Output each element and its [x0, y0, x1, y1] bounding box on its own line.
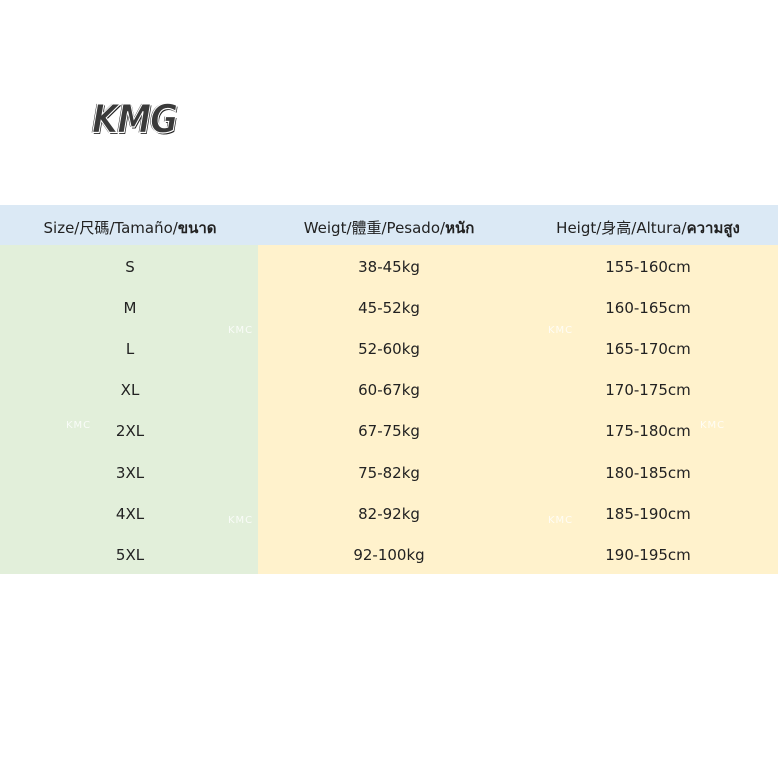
table-cell: 4XL: [115, 504, 145, 523]
header-label-thai: ความสูง: [686, 219, 740, 237]
table-cell: L: [125, 340, 135, 359]
header-label-thai: ขนาด: [177, 219, 217, 237]
table-cell: 190-195cm: [605, 545, 691, 564]
watermark: KMC: [228, 515, 254, 526]
measure-columns-bg: [258, 245, 778, 574]
table-cell: 67-75kg: [358, 422, 420, 441]
header-label: Size/尺碼/Tamaño/: [43, 219, 178, 237]
table-cell: 60-67kg: [358, 381, 420, 400]
table-cell: 175-180cm: [605, 422, 691, 441]
table-cell: 75-82kg: [358, 463, 420, 482]
table-cell: 2XL: [115, 422, 145, 441]
watermark: KMC: [228, 325, 254, 336]
header-cell: Weigt/體重/Pesado/หนัก: [304, 216, 475, 240]
table-cell: 3XL: [115, 463, 145, 482]
table-cell: S: [125, 258, 135, 276]
header-band: [0, 205, 778, 245]
table-cell: 52-60kg: [358, 340, 420, 359]
table-cell: 185-190cm: [605, 504, 691, 523]
table-cell: 180-185cm: [605, 463, 691, 482]
logo: KMG: [91, 96, 178, 143]
table-cell: 160-165cm: [605, 299, 691, 318]
table-cell: XL: [120, 381, 140, 400]
watermark: KMC: [66, 420, 92, 431]
table-cell: 92-100kg: [353, 545, 425, 564]
header-label: Heigt/身高/Altura/: [556, 219, 687, 237]
header-cell: Size/尺碼/Tamaño/ขนาด: [44, 216, 217, 240]
table-cell: 45-52kg: [358, 299, 420, 318]
table-cell: 38-45kg: [358, 258, 420, 276]
table-cell: 5XL: [115, 545, 145, 564]
size-column-bg: [0, 245, 258, 574]
table-cell: 82-92kg: [358, 504, 420, 523]
watermark: KMC: [548, 515, 574, 526]
table-cell: 170-175cm: [605, 381, 691, 400]
table-cell: 165-170cm: [605, 340, 691, 359]
watermark: KMC: [700, 420, 726, 431]
watermark: KMC: [548, 325, 574, 336]
header-label: Weigt/體重/Pesado/: [303, 219, 446, 237]
header-cell: Heigt/身高/Altura/ความสูง: [556, 216, 740, 240]
header-label-thai: หนัก: [445, 219, 475, 237]
table-cell: 155-160cm: [605, 258, 691, 276]
table-cell: M: [123, 299, 137, 318]
